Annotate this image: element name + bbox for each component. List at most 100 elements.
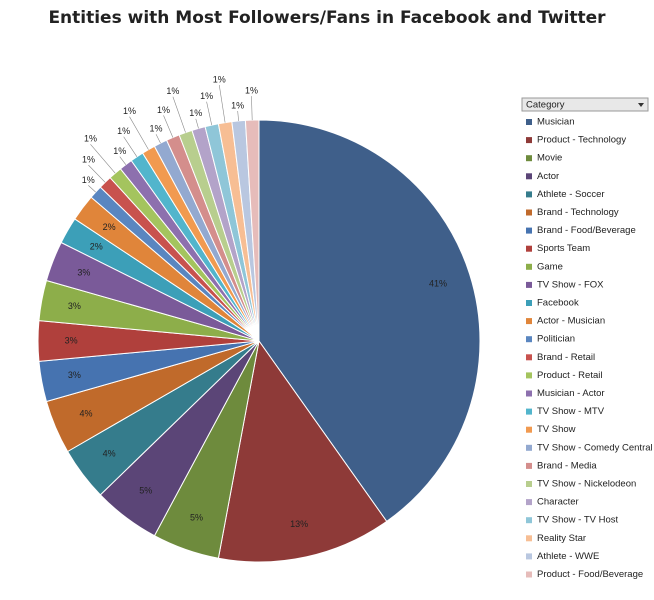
legend-label: TV Show - TV Host [537,515,618,526]
legend-label: Brand - Food/Beverage [537,225,636,236]
legend-swatch [526,535,532,542]
legend-label: Game [537,261,563,272]
legend-label: Reality Star [537,533,586,544]
pie-slice [258,119,481,523]
legend-header[interactable]: Category [521,97,649,112]
data-label: 4% [103,449,116,459]
leader-line [163,115,174,138]
data-label: 2% [90,241,103,251]
legend-swatch [526,336,532,343]
data-label: 1% [200,91,213,101]
legend-swatch [526,372,532,379]
legend-swatch [526,137,532,144]
legend-swatch [526,354,532,361]
legend-label: TV Show - MTV [537,406,605,417]
leader-line [90,144,116,174]
legend-label: Actor - Musician [537,316,605,327]
data-label: 1% [245,85,258,95]
dropdown-arrow [638,103,644,107]
legend-label: Musician - Actor [537,388,605,399]
data-label: 1% [157,105,170,115]
legend-swatch [526,155,532,162]
leader-line [237,110,239,121]
legend-label: Movie [537,153,562,164]
legend-swatch [526,173,532,180]
legend-swatch [526,462,532,469]
data-label: 3% [65,335,78,345]
leader-line [129,116,149,150]
legend-swatch [526,481,532,487]
data-label: 1% [150,124,163,134]
legend-label: TV Show - Comedy Central [537,442,653,453]
data-label: 41% [429,278,447,288]
leader-line [88,185,96,193]
legend-label: Product - Technology [537,135,626,146]
legend-swatch [526,444,532,451]
legend-dropdown[interactable] [521,97,649,112]
leader-line [218,85,226,123]
data-label: 1% [189,108,202,118]
data-label: 5% [139,485,152,495]
legend-swatch [526,191,532,198]
legend-swatch [526,119,532,125]
legend-swatch [526,318,532,325]
data-label: 13% [290,519,308,529]
leader-line [123,136,138,157]
legend-label: Athlete - Soccer [537,189,605,200]
leader-line [88,164,106,183]
legend-label: TV Show - FOX [537,279,604,290]
legend-swatch [526,553,532,560]
data-label: 1% [82,154,95,164]
chart-title: Entities with Most Followers/Fans in Fac… [48,8,606,28]
legend-title: Category [526,100,565,111]
data-label: 3% [68,370,81,380]
legend-swatch [526,281,532,288]
legend-swatch [526,499,532,506]
legend-label: Product - Food/Beverage [537,569,643,580]
leader-line [251,96,253,121]
legend-label: Brand - Technology [537,207,619,218]
legend-label: Politician [537,334,575,345]
legend-label: TV Show [537,424,576,435]
legend-label: Product - Retail [537,370,602,381]
data-label: 3% [77,268,90,278]
legend-swatch [526,245,532,252]
legend-label: Musician [537,117,575,128]
legend-swatch [526,227,532,234]
legend-swatch [526,390,532,397]
leader-line [155,134,161,144]
pie-slice [217,339,388,563]
legend-swatch [526,263,532,270]
legend-swatch [526,209,532,216]
legend-swatch [526,517,532,524]
legend-label: Brand - Media [537,460,597,471]
legend-label: Actor [537,171,559,182]
legend-label: Brand - Retail [537,352,595,363]
data-label: 1% [213,74,226,84]
data-label: 1% [84,134,97,144]
leader-line [119,156,127,165]
data-label: 1% [117,126,130,136]
legend-swatch [526,571,532,578]
leader-line [195,118,199,129]
data-label: 1% [231,100,244,110]
data-label: 1% [82,175,95,185]
data-label: 4% [80,409,93,419]
data-label: 1% [123,106,136,116]
legend-swatch [526,300,532,306]
legend-swatch [526,426,532,433]
legend-label: Character [537,497,579,508]
data-label: 3% [68,301,81,311]
data-label: 1% [166,86,179,96]
legend-label: Facebook [537,298,579,309]
data-label: 5% [190,513,203,523]
data-label: 1% [113,146,126,156]
legend-label: Sports Team [537,243,590,254]
leader-line [172,96,186,133]
legend-label: TV Show - Nickelodeon [537,479,636,490]
legend-swatch [526,408,532,415]
data-label: 2% [103,222,116,232]
leader-line [206,101,213,126]
legend-label: Athlete - WWE [537,551,599,562]
